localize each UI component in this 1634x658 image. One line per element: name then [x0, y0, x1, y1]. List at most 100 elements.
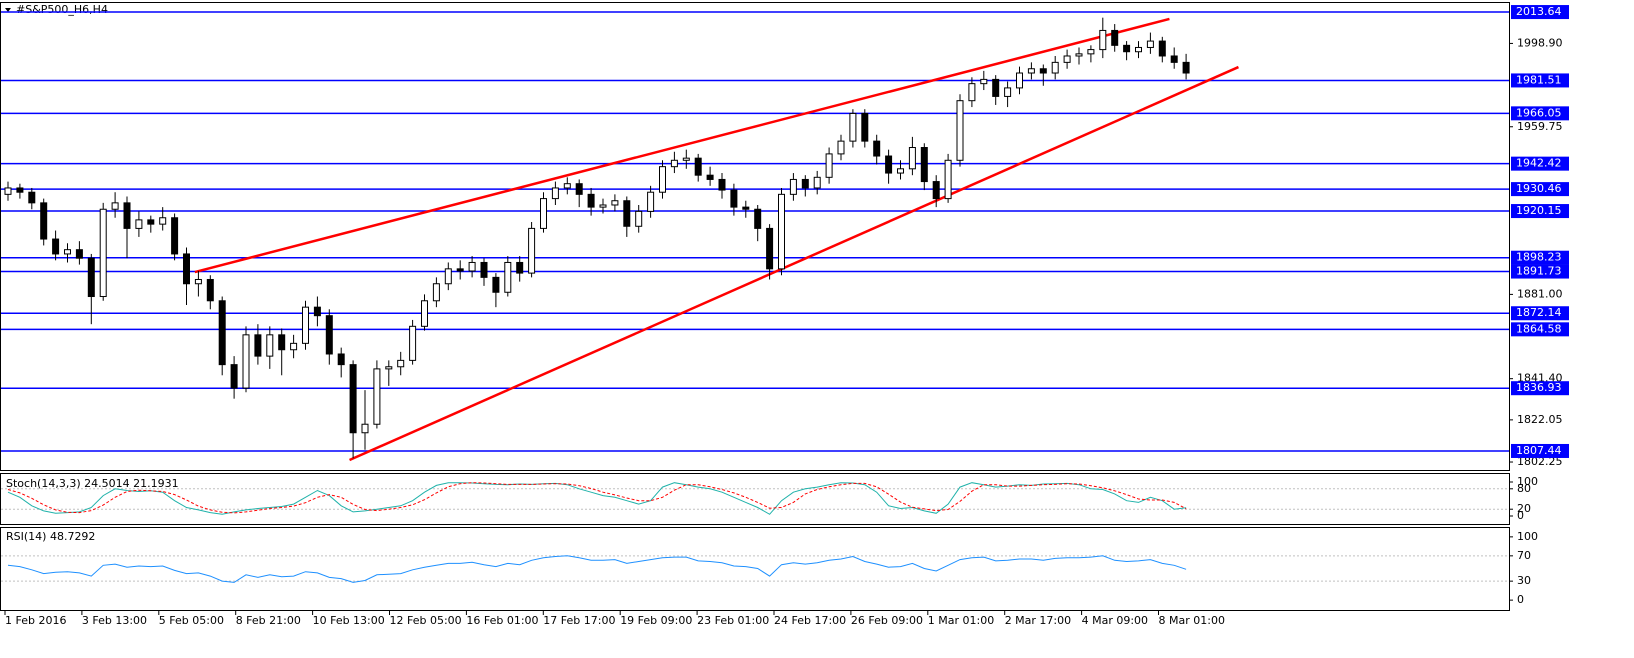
x-tick-label: 3 Feb 13:00: [82, 614, 147, 627]
y-tick-label: 1998.90: [1517, 36, 1563, 49]
candle-body: [742, 206, 750, 210]
candle-body: [218, 300, 226, 366]
candle-body: [718, 178, 726, 191]
level-label: 1942.42: [1516, 157, 1562, 170]
candle-body: [1051, 61, 1059, 74]
x-tick-label: 19 Feb 09:00: [620, 614, 692, 627]
candle-body: [337, 353, 345, 366]
y-tick-label: 0: [1517, 593, 1524, 606]
y-tick-label: 70: [1517, 549, 1531, 562]
level-label-bg: [1511, 381, 1569, 396]
candle-body: [563, 183, 571, 189]
y-tick-label: 0: [1517, 509, 1524, 522]
candle-body: [1087, 49, 1095, 55]
level-label-bg: [1511, 250, 1569, 265]
candle-body: [492, 276, 500, 293]
candle-body: [183, 253, 190, 285]
rsi-panel: [0, 527, 1510, 611]
candle-body: [694, 157, 702, 176]
candle-body: [801, 178, 809, 189]
level-label: 1966.05: [1516, 106, 1562, 119]
candle-body: [1004, 87, 1012, 97]
level-label-bg: [1511, 322, 1569, 337]
candle-body: [635, 210, 643, 227]
candle-body: [409, 325, 417, 361]
indicator-line: [7, 555, 1187, 583]
x-tick-label: 26 Feb 09:00: [851, 614, 923, 627]
candle-body: [968, 83, 976, 102]
level-label: 1930.46: [1516, 182, 1562, 195]
main-panel: [0, 2, 1510, 471]
y-tick-label: 100: [1517, 530, 1538, 543]
candle-body: [706, 174, 714, 180]
candle-body: [908, 147, 916, 170]
indicator-line: [7, 482, 1187, 514]
candle-body: [135, 219, 143, 229]
candle-body: [1170, 55, 1178, 63]
candle-body: [40, 202, 48, 240]
candle-body: [1099, 29, 1107, 51]
level-label-bg: [1511, 204, 1569, 219]
candle-body: [670, 159, 678, 168]
x-tick-label: 24 Feb 17:00: [774, 614, 846, 627]
trendline: [349, 65, 1239, 462]
candle-body: [397, 359, 405, 368]
candle-body: [956, 100, 964, 161]
candle-body: [242, 334, 250, 389]
stoch-title: Stoch(14,3,3) 24.5014 21.1931: [6, 477, 179, 490]
candle-body: [123, 202, 131, 229]
candle-body: [254, 334, 262, 357]
candle-body: [75, 249, 83, 259]
y-tick-label: 80: [1517, 482, 1531, 495]
candle-body: [64, 249, 71, 255]
x-tick-label: 2 Mar 17:00: [1005, 614, 1071, 627]
candle-body: [873, 140, 881, 157]
candle-body: [266, 334, 274, 357]
level-label: 1864.58: [1516, 322, 1562, 335]
trendline: [194, 17, 1170, 274]
y-tick-label: 20: [1517, 502, 1531, 515]
candle-body: [885, 155, 893, 174]
candle-body: [4, 187, 12, 195]
candle-body: [361, 423, 369, 434]
level-label: 1891.73: [1516, 265, 1562, 278]
candle-body: [313, 306, 321, 317]
indicator-line: [7, 482, 1187, 515]
candle-body: [754, 208, 762, 229]
level-label: 1898.23: [1516, 251, 1562, 264]
candle-body: [1111, 29, 1119, 46]
candle-body: [52, 238, 60, 255]
level-label-bg: [1511, 443, 1569, 458]
level-label: 1920.15: [1516, 204, 1562, 217]
candle-body: [290, 342, 298, 351]
candle-body: [920, 147, 928, 183]
candle-body: [373, 368, 381, 425]
candle-body: [778, 193, 785, 270]
candle-body: [278, 334, 286, 351]
candle-body: [421, 300, 428, 327]
candle-body: [159, 217, 167, 225]
candle-body: [516, 261, 524, 274]
candle-body: [540, 198, 547, 229]
menu-triangle[interactable]: [5, 8, 11, 12]
x-tick-label: 8 Feb 21:00: [236, 614, 301, 627]
candle-body: [206, 278, 214, 302]
candle-body: [1123, 44, 1131, 53]
y-tick-label: 100: [1517, 475, 1538, 488]
x-tick-label: 10 Feb 13:00: [313, 614, 385, 627]
x-tick-label: 12 Feb 05:00: [390, 614, 462, 627]
rsi-title: RSI(14) 48.7292: [6, 530, 95, 543]
candle-body: [302, 306, 309, 344]
candle-body: [444, 268, 452, 285]
candle-body: [1075, 53, 1083, 57]
candle-body: [611, 200, 619, 206]
candle-body: [682, 157, 690, 161]
candle-body: [99, 208, 107, 298]
candle-body: [1135, 46, 1142, 53]
candle-body: [171, 217, 179, 255]
candle-body: [944, 159, 952, 200]
candle-body: [504, 261, 512, 293]
x-tick-label: 1 Feb 2016: [5, 614, 66, 627]
candle-body: [1146, 40, 1154, 48]
